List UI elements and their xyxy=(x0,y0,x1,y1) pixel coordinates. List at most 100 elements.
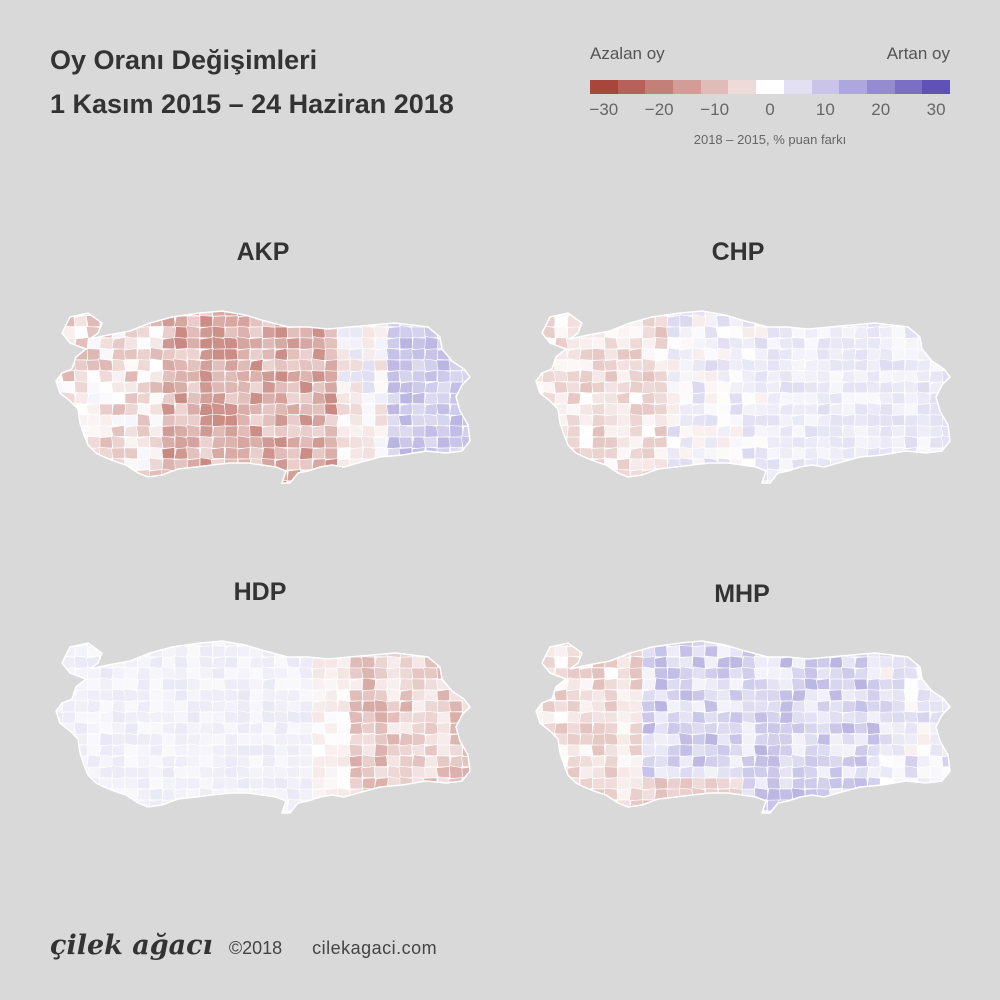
district-region xyxy=(741,688,756,702)
district-region xyxy=(211,688,226,702)
district-region xyxy=(61,480,77,483)
district-region xyxy=(360,337,376,350)
district-region xyxy=(579,722,593,735)
district-region xyxy=(374,788,389,801)
district-region xyxy=(692,689,706,702)
district-region xyxy=(690,798,706,812)
district-region xyxy=(262,743,276,757)
district-region xyxy=(411,809,426,813)
district-region xyxy=(211,315,226,328)
district-region xyxy=(803,370,819,383)
district-region xyxy=(336,766,351,779)
district-region xyxy=(199,798,214,812)
district-region xyxy=(348,744,363,757)
district-region xyxy=(817,381,831,394)
district-region xyxy=(840,311,856,317)
district-region xyxy=(917,337,931,350)
district-region xyxy=(348,469,363,482)
district-region xyxy=(224,656,239,669)
district-region xyxy=(162,721,176,735)
district-region xyxy=(285,766,300,778)
district-region xyxy=(541,710,556,724)
district-region xyxy=(591,754,605,767)
district-region xyxy=(236,721,250,735)
district-region xyxy=(579,391,594,405)
district-region xyxy=(324,359,339,372)
district-region xyxy=(804,799,819,812)
district-region xyxy=(929,348,944,361)
district-region xyxy=(653,424,668,437)
district-region xyxy=(591,436,606,449)
district-region xyxy=(816,359,831,372)
district-region xyxy=(942,447,950,460)
district-region xyxy=(161,699,176,713)
district-region xyxy=(186,711,201,724)
district-region xyxy=(679,469,693,482)
district-region xyxy=(74,402,89,416)
district-region xyxy=(578,369,594,383)
district-region xyxy=(148,413,164,427)
district-region xyxy=(399,678,414,691)
district-region xyxy=(566,689,580,701)
district-region xyxy=(261,710,276,724)
district-region xyxy=(890,722,906,735)
district-region xyxy=(98,799,113,812)
district-region xyxy=(879,436,893,449)
district-region xyxy=(842,414,856,427)
district-region xyxy=(298,744,313,757)
district-region xyxy=(61,755,76,768)
district-region xyxy=(73,721,89,735)
district-region xyxy=(324,754,339,768)
district-region xyxy=(261,754,276,768)
district-region xyxy=(829,359,844,372)
district-region xyxy=(566,641,581,647)
district-region xyxy=(423,413,439,427)
district-region xyxy=(853,755,868,768)
district-region xyxy=(124,424,139,438)
district-region xyxy=(412,656,426,669)
district-region xyxy=(754,370,769,383)
district-region xyxy=(412,469,426,482)
district-region xyxy=(236,336,251,350)
district-region xyxy=(187,414,201,427)
district-region xyxy=(754,325,769,339)
district-region xyxy=(111,777,126,790)
district-region xyxy=(324,436,338,449)
district-region xyxy=(223,337,239,350)
district-region xyxy=(854,457,869,471)
district-region xyxy=(261,688,276,702)
district-region xyxy=(424,392,439,405)
district-region xyxy=(61,711,76,724)
district-region xyxy=(766,370,781,383)
district-region xyxy=(237,755,251,768)
district-region xyxy=(704,359,719,372)
district-region xyxy=(616,699,631,713)
district-region xyxy=(99,689,113,702)
district-region xyxy=(374,699,389,713)
district-region xyxy=(387,392,401,405)
district-region xyxy=(173,358,189,372)
district-region xyxy=(299,380,314,394)
district-region xyxy=(449,755,464,768)
district-region xyxy=(566,392,581,405)
district-region xyxy=(579,666,593,680)
district-region xyxy=(56,480,64,483)
district-region xyxy=(110,381,126,394)
district-region xyxy=(629,392,644,405)
district-region xyxy=(879,403,894,416)
district-region xyxy=(566,479,581,483)
district-region xyxy=(348,311,363,316)
district-region xyxy=(411,700,426,713)
district-region xyxy=(56,787,64,801)
district-region xyxy=(56,414,64,427)
district-region xyxy=(841,326,855,338)
district-region xyxy=(803,722,818,735)
district-region xyxy=(274,347,289,361)
district-region xyxy=(866,721,881,735)
district-region xyxy=(866,337,881,350)
district-region xyxy=(866,436,882,449)
district-region xyxy=(336,469,350,481)
district-region xyxy=(56,326,63,339)
district-region xyxy=(236,480,251,483)
district-region xyxy=(299,700,313,713)
